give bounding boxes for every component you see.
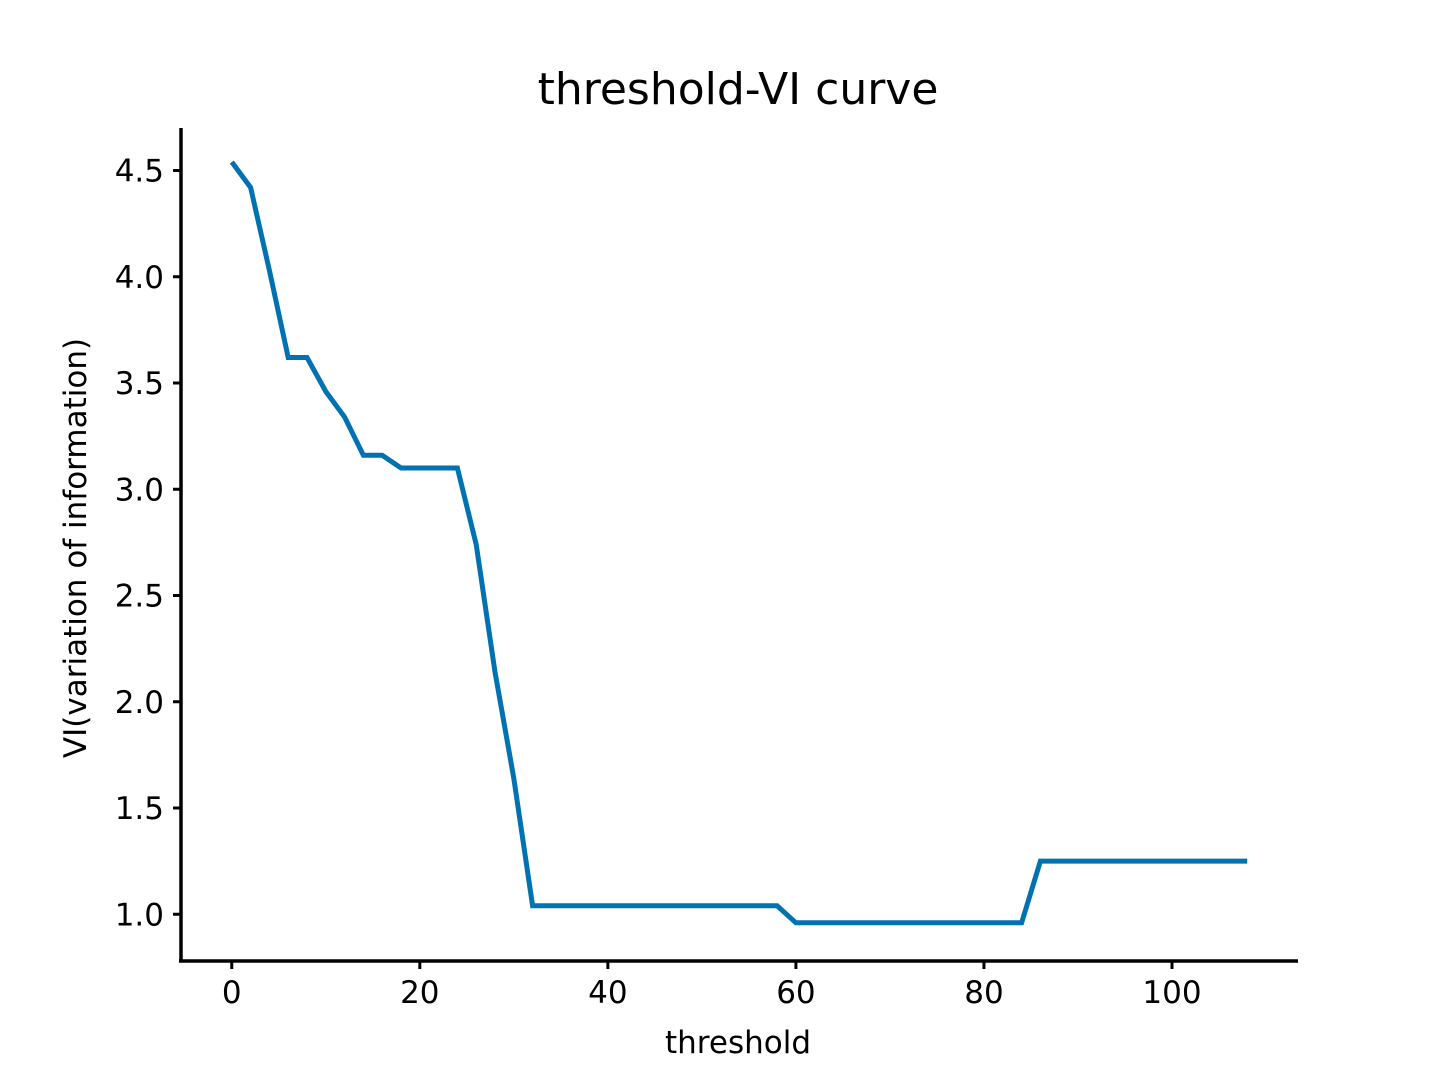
chart-title: threshold-VI curve — [538, 64, 939, 115]
y-axis-label: VI(variation of information) — [58, 338, 94, 758]
x-tick-label: 0 — [222, 975, 242, 1011]
y-tick-label: 1.5 — [115, 791, 164, 827]
x-tick-label: 60 — [776, 975, 815, 1011]
y-tick-label: 2.0 — [115, 685, 164, 721]
y-tick-label: 3.0 — [115, 472, 164, 508]
y-tick-label: 4.5 — [115, 154, 164, 190]
y-tick-label: 2.5 — [115, 579, 164, 615]
x-tick-label: 100 — [1142, 975, 1201, 1011]
x-tick-label: 80 — [964, 975, 1003, 1011]
x-tick-label: 20 — [400, 975, 439, 1011]
y-tick-label: 1.0 — [115, 897, 164, 933]
x-axis-label: threshold — [665, 1025, 811, 1061]
x-tick-label: 40 — [588, 975, 627, 1011]
x-axis-ticks: 0 20 40 60 80 100 — [222, 961, 1202, 1011]
y-axis-ticks: 1.0 1.5 2.0 2.5 3.0 3.5 4.0 4.5 — [115, 154, 181, 933]
y-tick-label: 4.0 — [115, 260, 164, 296]
series-line — [229, 160, 1248, 926]
y-tick-label: 3.5 — [115, 366, 164, 402]
